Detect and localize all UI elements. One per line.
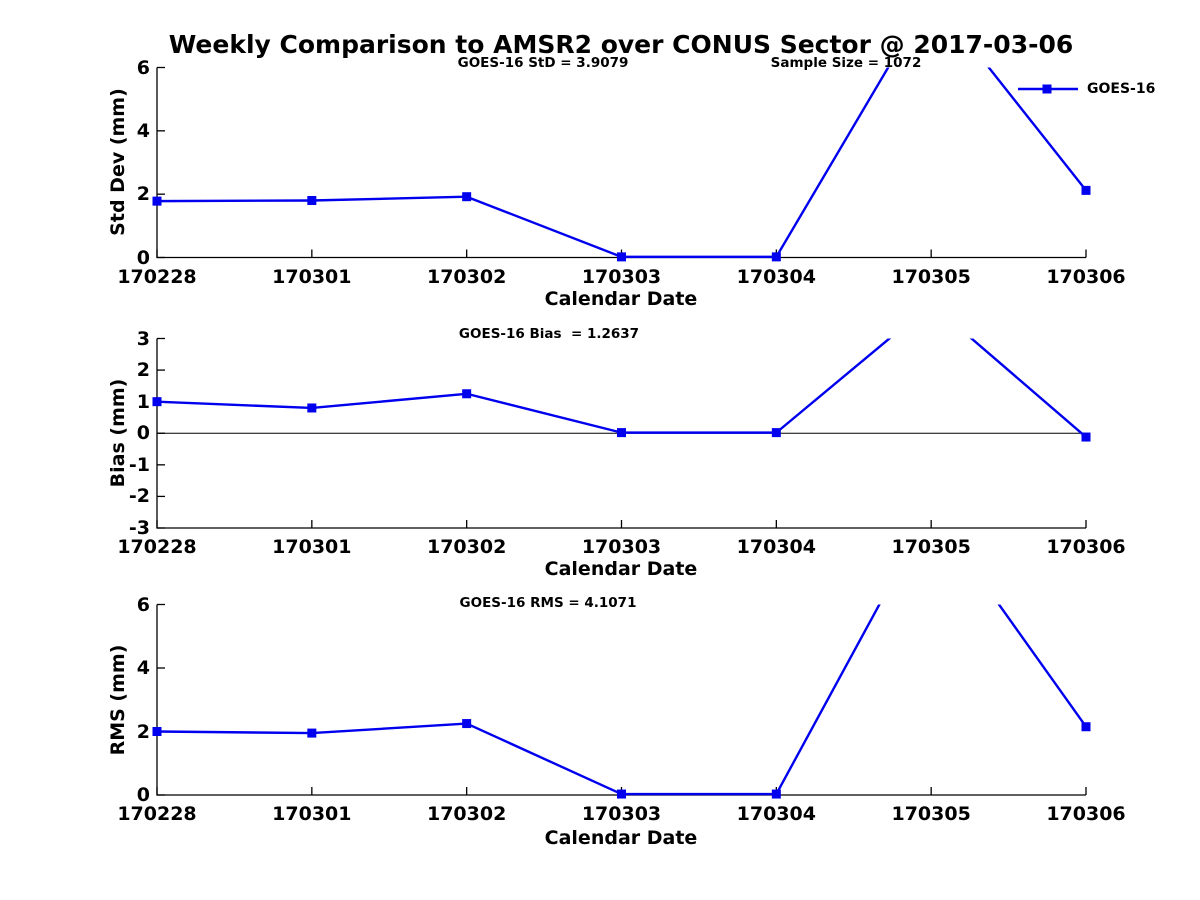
data-point-marker — [462, 719, 472, 729]
y-tick-label: 4 — [136, 119, 150, 142]
data-point-marker — [927, 299, 936, 308]
y-tick-label: -3 — [128, 517, 150, 539]
annotation-stddev: GOES-16 StD = 3.9079 — [457, 55, 629, 71]
data-point-marker — [771, 789, 781, 799]
y-tick-label: 0 — [136, 784, 150, 806]
x-axis-label-stddev: Calendar Date — [544, 288, 698, 310]
x-tick-label: 170305 — [891, 803, 971, 825]
x-tick-label: 170301 — [272, 265, 352, 288]
data-point-marker — [617, 428, 626, 438]
data-point-marker — [307, 403, 317, 413]
data-point-marker — [927, 505, 936, 514]
axes-frame — [156, 67, 1086, 259]
x-tick-label: 170305 — [891, 536, 971, 558]
data-point-marker — [1081, 185, 1091, 195]
legend-label: GOES-16 — [1087, 81, 1156, 97]
x-tick-label: 170304 — [736, 265, 816, 288]
x-axis-label-rms: Calendar Date — [544, 827, 698, 849]
subplot-0 — [152, 66, 1091, 262]
data-point-marker — [1081, 722, 1091, 732]
data-point-marker — [1081, 432, 1091, 442]
x-tick-label: 170301 — [272, 803, 352, 825]
x-tick-label: 170302 — [426, 265, 507, 288]
x-tick-label: 170228 — [117, 803, 197, 825]
data-point-marker — [152, 397, 162, 407]
data-point-marker — [617, 789, 626, 799]
data-point-marker — [462, 389, 472, 399]
annotation-bias: GOES-16 Bias = 1.2637 — [458, 326, 640, 342]
y-tick-label: 6 — [136, 56, 150, 79]
y-tick-label: -1 — [128, 453, 150, 476]
x-tick-label: 170303 — [581, 265, 662, 288]
data-point-marker — [152, 727, 162, 736]
x-tick-label: 170306 — [1046, 536, 1126, 558]
subplot-2 — [152, 505, 1091, 799]
y-tick-label: 1 — [136, 390, 150, 413]
data-point-marker — [771, 428, 781, 438]
y-tick-label: 4 — [136, 657, 150, 679]
series-line — [156, 67, 1087, 259]
x-tick-label: 170305 — [891, 265, 971, 288]
y-tick-label: -2 — [128, 485, 150, 508]
x-tick-label: 170302 — [426, 803, 507, 825]
subplot-1 — [152, 299, 1091, 529]
data-point-marker — [771, 252, 781, 262]
data-point-marker — [462, 192, 472, 202]
x-tick-label: 170304 — [736, 536, 816, 558]
y-tick-label: 2 — [136, 183, 150, 206]
annotation-rms: GOES-16 RMS = 4.1071 — [459, 595, 637, 611]
y-tick-label: 6 — [136, 593, 150, 616]
data-point-marker — [152, 196, 162, 206]
figure-title: Weekly Comparison to AMSR2 over CONUS Se… — [168, 30, 1074, 59]
data-point-marker — [617, 252, 626, 262]
y-tick-label: 3 — [136, 327, 150, 350]
series-goes-16 — [152, 299, 1091, 442]
data-point-marker — [307, 196, 317, 205]
x-tick-label: 170302 — [426, 536, 507, 558]
legend-marker — [1042, 84, 1052, 94]
x-tick-label: 170303 — [581, 803, 662, 825]
annotation-sample-size: Sample Size = 1072 — [770, 55, 922, 71]
y-tick-label: 0 — [136, 422, 150, 445]
x-tick-label: 170301 — [272, 536, 352, 558]
x-tick-label: 170304 — [736, 803, 816, 825]
x-tick-label: 170306 — [1046, 265, 1126, 288]
data-point-marker — [307, 728, 317, 738]
x-tick-label: 170306 — [1046, 803, 1126, 825]
x-axis-label-bias: Calendar Date — [544, 558, 698, 580]
x-tick-label: 170303 — [581, 536, 662, 558]
series-line — [156, 338, 1087, 438]
x-tick-label: 170228 — [117, 265, 197, 288]
y-tick-label: 0 — [136, 246, 150, 269]
x-tick-label: 170228 — [117, 536, 197, 558]
series-goes-16 — [152, 67, 1091, 262]
y-tick-label: 2 — [136, 359, 150, 382]
axes-frame — [156, 604, 1086, 796]
legend-sample — [1018, 84, 1078, 94]
y-tick-label: 2 — [136, 720, 150, 743]
series-goes-16 — [152, 505, 1091, 799]
